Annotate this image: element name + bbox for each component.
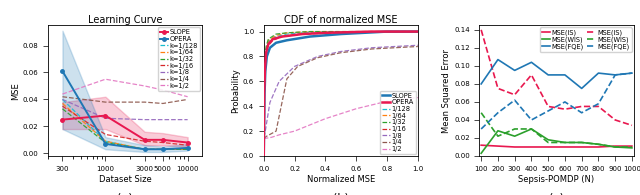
- SLOPE: [272, 42, 280, 44]
- OPERA: [260, 90, 268, 92]
- SLOPE: [266, 47, 274, 49]
- Text: (b): (b): [333, 193, 349, 195]
- SLOPE: [260, 93, 268, 95]
- SLOPE: [260, 155, 268, 157]
- SLOPE: [263, 55, 271, 58]
- OPERA: [261, 66, 269, 69]
- SLOPE: [159, 139, 167, 141]
- Text: (c): (c): [549, 193, 564, 195]
- OPERA: [184, 147, 191, 149]
- SLOPE: [414, 30, 422, 33]
- SLOPE: [337, 33, 345, 35]
- SLOPE: [283, 39, 291, 42]
- X-axis label: Normalized MSE: Normalized MSE: [307, 175, 375, 183]
- SLOPE: [262, 70, 269, 73]
- SLOPE: [141, 139, 148, 141]
- OPERA: [59, 70, 67, 72]
- Text: (a): (a): [117, 193, 133, 195]
- OPERA: [414, 30, 422, 33]
- OPERA: [141, 148, 148, 150]
- SLOPE: [184, 141, 191, 144]
- Y-axis label: Mean Squared Error: Mean Squared Error: [442, 49, 451, 133]
- OPERA: [102, 143, 109, 145]
- Line: OPERA: OPERA: [61, 69, 189, 151]
- SLOPE: [306, 35, 314, 38]
- OPERA: [264, 43, 272, 45]
- SLOPE: [59, 119, 67, 121]
- SLOPE: [102, 114, 109, 117]
- OPERA: [262, 51, 270, 54]
- Line: SLOPE: SLOPE: [61, 114, 189, 144]
- OPERA: [298, 33, 306, 35]
- OPERA: [368, 30, 376, 33]
- X-axis label: Dataset Size: Dataset Size: [99, 175, 152, 183]
- Y-axis label: MSE: MSE: [11, 82, 20, 100]
- OPERA: [321, 32, 329, 34]
- Title: Learning Curve: Learning Curve: [88, 15, 163, 25]
- Title: CDF of normalized MSE: CDF of normalized MSE: [284, 15, 397, 25]
- Legend: MSE(IS), MSE(WIS), MSE(FQE), MSE(IS), MSE(WIS), MSE(FQE): MSE(IS), MSE(WIS), MSE(FQE), MSE(IS), MS…: [540, 27, 632, 52]
- OPERA: [269, 38, 277, 40]
- Line: SLOPE: SLOPE: [264, 32, 418, 156]
- OPERA: [278, 35, 286, 38]
- Line: OPERA: OPERA: [264, 32, 418, 156]
- OPERA: [159, 148, 167, 150]
- Legend: SLOPE, OPERA, 1/128, 1/64, 1/32, 1/16, 1/8, 1/4, 1/2: SLOPE, OPERA, 1/128, 1/64, 1/32, 1/16, 1…: [380, 91, 416, 154]
- Legend: SLOPE, OPERA, k=1/128, k=1/64, k=1/32, k=1/16, k=1/8, k=1/4, k=1/2: SLOPE, OPERA, k=1/128, k=1/64, k=1/32, k…: [157, 27, 200, 91]
- Y-axis label: Probability: Probability: [231, 68, 240, 113]
- OPERA: [260, 155, 268, 157]
- SLOPE: [383, 30, 391, 33]
- X-axis label: Sepsis-POMDP (N): Sepsis-POMDP (N): [518, 175, 595, 183]
